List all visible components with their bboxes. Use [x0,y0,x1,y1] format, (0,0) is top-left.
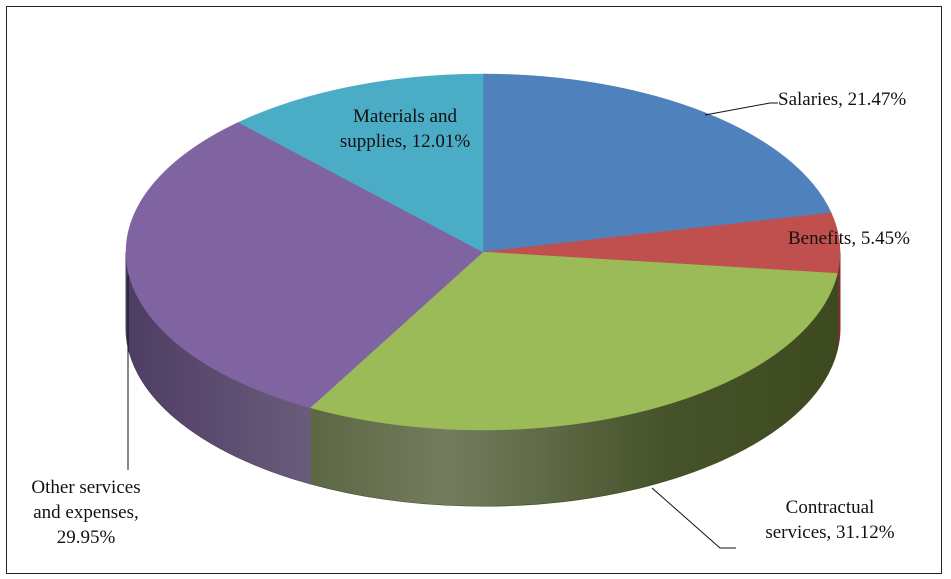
data-label-line: 29.95% [57,527,116,548]
data-label-line: supplies, 12.01% [340,131,471,152]
data-label-line: Materials and [353,106,457,127]
data-label-contractual-services: Contractual services, 31.12% [765,497,894,543]
data-label-materials-and-supplies: Materials and supplies, 12.01% [340,106,471,152]
slice-salaries [482,73,832,253]
data-label-line: Benefits, 5.45% [788,228,910,249]
data-label-salaries: Salaries, 21.47% [778,89,906,110]
slice-materials-and-supplies [237,73,484,253]
data-label-other-services-and-expenses: Other services and expenses, 29.95% [31,477,140,548]
data-label-benefits: Benefits, 5.45% [788,228,910,249]
pie-sides [125,251,841,507]
data-labels: Salaries, 21.47% Benefits, 5.45% Contractu… [31,89,910,548]
slice-contractual-services [309,251,838,431]
leader-lines [127,102,778,549]
data-label-line: and expenses, [33,502,139,523]
side-highlight [126,252,840,506]
slice-other-services-and-expenses [125,122,484,409]
data-label-line: Other services [31,477,140,498]
data-label-line: services, 31.12% [765,522,894,543]
data-label-line: Salaries, 21.47% [778,89,906,110]
leader-line-salaries [704,102,778,116]
pie-slices [125,73,841,431]
data-label-line: Contractual [786,497,875,518]
leader-line-contractual-services [651,487,736,549]
